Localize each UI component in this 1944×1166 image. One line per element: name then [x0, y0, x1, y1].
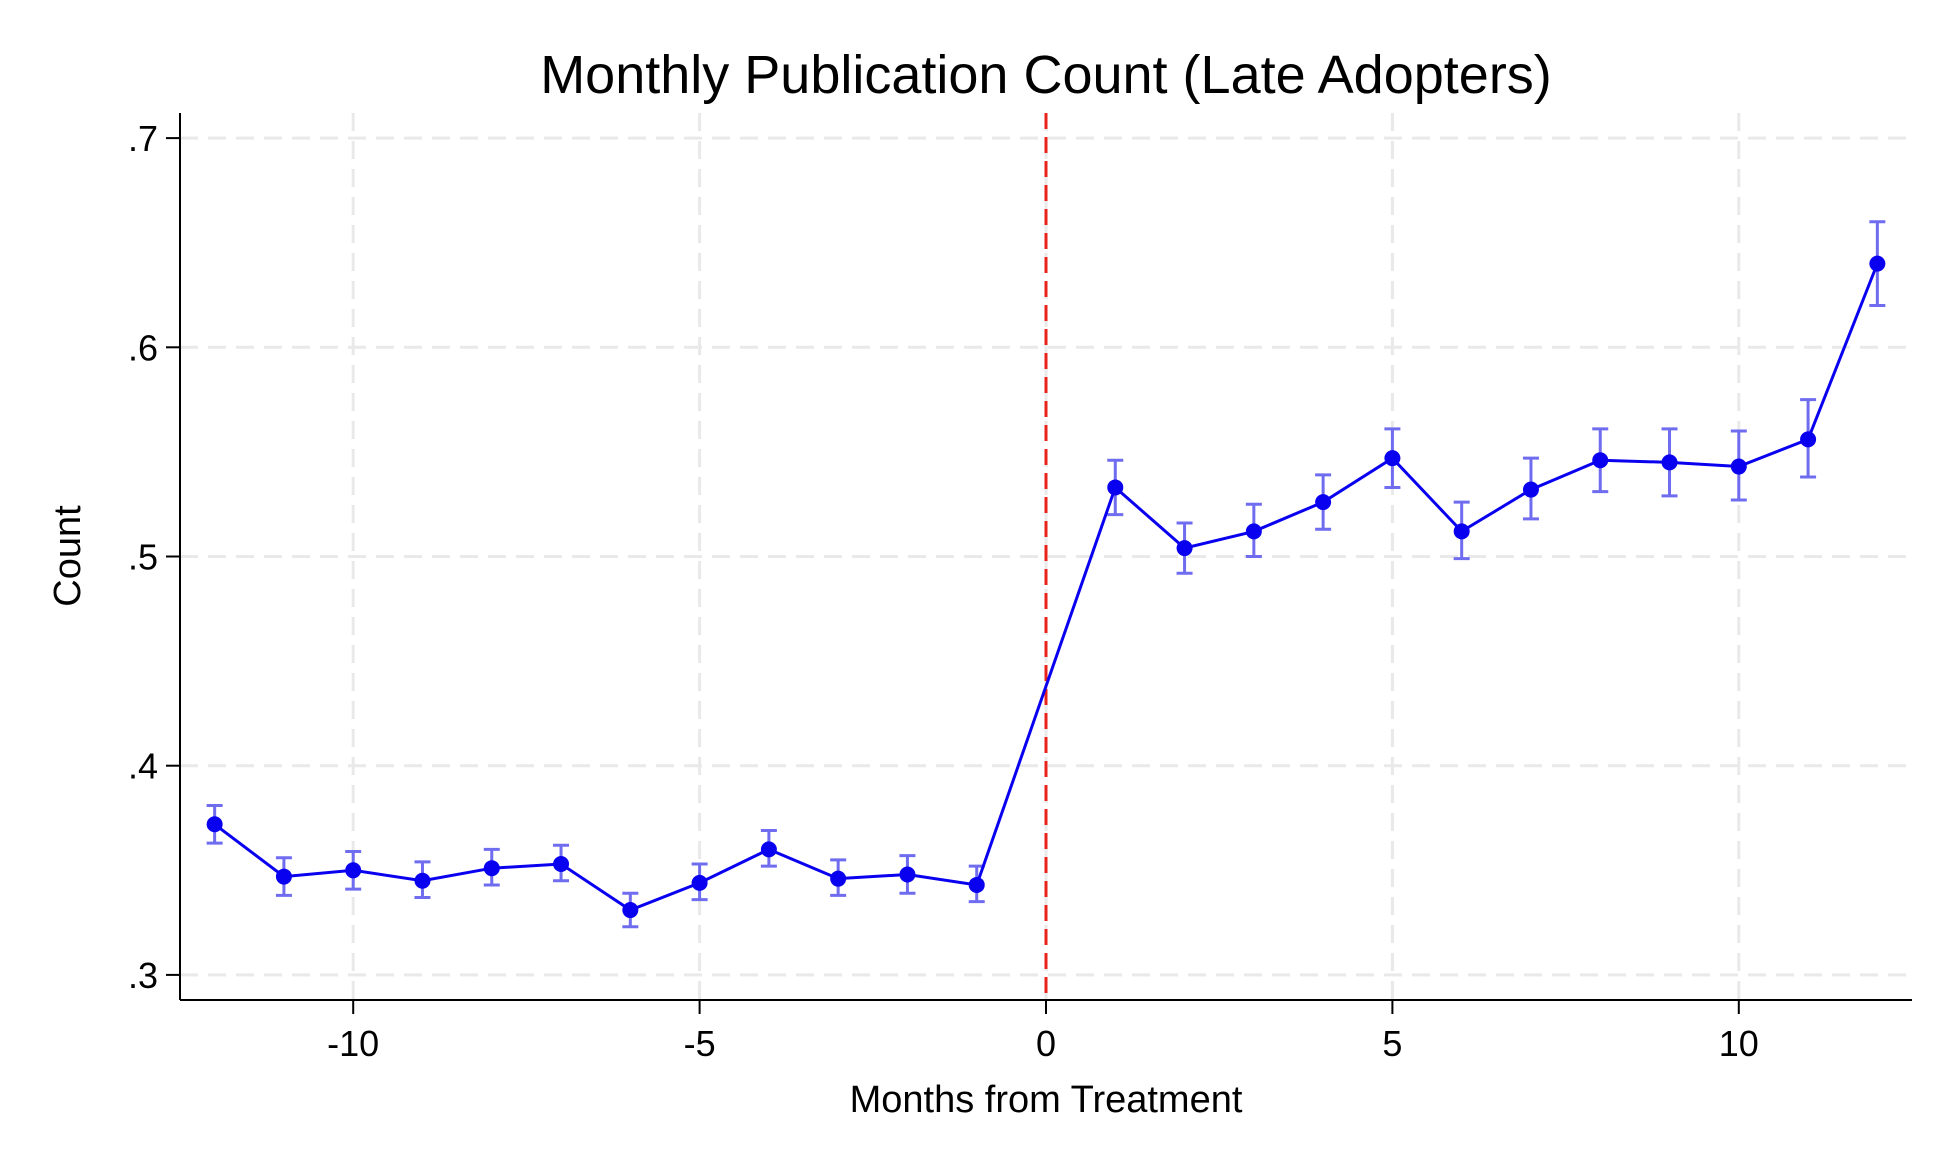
y-axis-title: Count — [47, 505, 89, 607]
data-point — [830, 870, 847, 887]
x-tick-label: -5 — [684, 1023, 716, 1064]
data-point — [1522, 481, 1539, 498]
data-point — [553, 856, 570, 873]
data-point — [899, 866, 916, 883]
data-point — [1730, 458, 1747, 475]
markers — [206, 255, 1886, 919]
y-tick-label: .5 — [128, 537, 158, 578]
data-point — [206, 816, 223, 833]
x-ticks: -10 -5 0 5 10 — [327, 1000, 1759, 1064]
data-point — [1661, 454, 1678, 471]
chart-title: Monthly Publication Count (Late Adopters… — [540, 45, 1552, 105]
data-point — [1176, 540, 1193, 557]
data-point — [1592, 452, 1609, 469]
data-point — [760, 841, 777, 858]
y-tick-label: .3 — [128, 955, 158, 996]
y-ticks: .3 .4 .5 .6 .7 — [128, 118, 180, 996]
data-point — [483, 860, 500, 877]
data-point — [1315, 494, 1332, 511]
data-point — [1869, 255, 1886, 272]
data-point — [275, 868, 292, 885]
x-tick-label: 0 — [1036, 1023, 1056, 1064]
data-point — [968, 876, 985, 893]
data-point — [622, 902, 639, 919]
x-tick-label: -10 — [327, 1023, 379, 1064]
data-point — [1107, 479, 1124, 496]
y-tick-label: .6 — [128, 327, 158, 368]
series-line — [213, 263, 1879, 912]
x-tick-label: 10 — [1719, 1023, 1759, 1064]
data-point — [345, 862, 362, 879]
x-axis-title: Months from Treatment — [850, 1079, 1243, 1121]
data-point — [691, 874, 708, 891]
error-bars — [206, 220, 1886, 929]
data-point — [1245, 523, 1262, 540]
data-point — [1453, 523, 1470, 540]
y-tick-label: .7 — [128, 118, 158, 159]
grid — [180, 113, 1912, 1000]
data-point — [1384, 450, 1401, 467]
x-tick-label: 5 — [1382, 1023, 1402, 1064]
data-point — [1800, 431, 1817, 448]
y-tick-label: .4 — [128, 746, 158, 787]
data-point — [414, 872, 431, 889]
series — [213, 263, 1879, 912]
